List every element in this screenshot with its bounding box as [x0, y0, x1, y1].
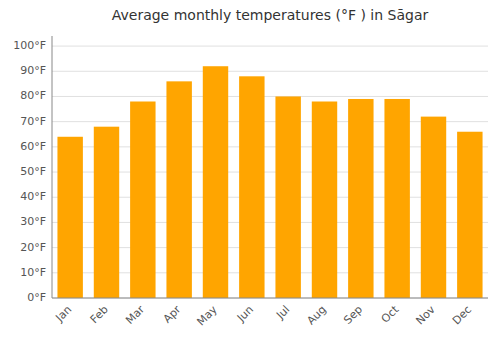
x-tick-label: Mar	[123, 303, 147, 327]
bar	[203, 66, 228, 298]
y-tick-label: 90°F	[20, 64, 46, 77]
grid-line	[52, 96, 488, 97]
x-tick-label: Apr	[161, 303, 184, 326]
chart: 0°F 10°F 20°F 30°F 40°F 50°F 60°F 70°F 80°F 90°F 1…	[0, 0, 500, 350]
grid-line	[52, 298, 488, 299]
x-tick-label: Jan	[53, 303, 75, 325]
x-tick-label: Nov	[413, 303, 438, 328]
y-axis: 0°F 10°F 20°F 30°F 40°F 50°F 60°F 70°F 80°F 90°F 1…	[13, 39, 46, 304]
x-tick-label: Aug	[304, 303, 328, 327]
grid-line	[52, 71, 488, 72]
y-tick-label: 80°F	[20, 89, 46, 102]
y-tick-label: 10°F	[20, 266, 46, 279]
y-axis-line	[52, 36, 53, 298]
bar	[130, 102, 155, 299]
bar	[384, 99, 409, 298]
x-tick-label: Sep	[341, 303, 365, 327]
y-tick-label: 30°F	[20, 215, 46, 228]
y-tick-label: 60°F	[20, 140, 46, 153]
y-tick-label: 100°F	[13, 39, 46, 52]
y-tick-label: 70°F	[20, 115, 46, 128]
x-tick-label: Dec	[450, 303, 474, 327]
grid	[52, 46, 488, 298]
bar	[166, 81, 191, 298]
x-axis-line	[52, 298, 488, 299]
bar	[421, 117, 446, 298]
bar	[275, 96, 300, 298]
y-tick-label: 50°F	[20, 165, 46, 178]
x-tick-label: Oct	[379, 303, 402, 326]
bar	[457, 132, 482, 298]
x-tick-label: Jul	[273, 303, 292, 322]
y-tick-label: 40°F	[20, 190, 46, 203]
bar	[312, 102, 337, 299]
x-axis: Jan Feb Mar Apr May Jun Jul Aug Sep Oct Nov Dec	[53, 303, 475, 329]
bar	[239, 76, 264, 298]
bar	[57, 137, 82, 298]
x-tick-label: May	[194, 303, 220, 329]
bar	[94, 127, 119, 298]
y-tick-label: 0°F	[27, 291, 46, 304]
y-tick-label: 20°F	[20, 241, 46, 254]
grid-line	[52, 46, 488, 47]
bar	[348, 99, 373, 298]
title: Average monthly temperatures (°F ) in Sā…	[112, 7, 429, 23]
x-tick-label: Feb	[88, 303, 111, 326]
bars	[57, 66, 482, 298]
x-tick-label: Jun	[234, 303, 256, 325]
